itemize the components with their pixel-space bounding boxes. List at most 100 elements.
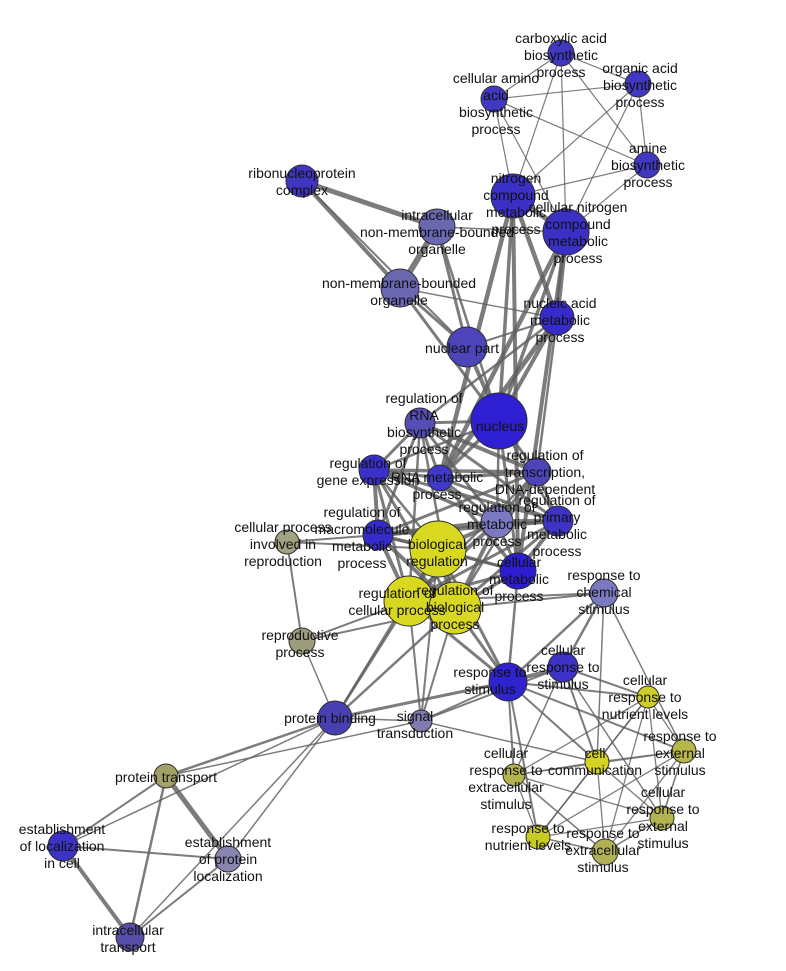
node-camino[interactable]	[480, 85, 508, 113]
node-resp-stim[interactable]	[488, 662, 528, 702]
node-amine[interactable]	[633, 151, 661, 179]
edge-nmb--nucleic	[399, 287, 558, 319]
edge-carb--cellnit	[560, 52, 567, 233]
node-label-cell-resp-external-line1: cellular	[641, 784, 686, 800]
node-cell-proc-repro[interactable]	[274, 529, 300, 555]
node-cell-resp-external[interactable]	[649, 805, 675, 831]
node-nitrogen[interactable]	[490, 173, 536, 219]
node-protein-transport[interactable]	[153, 763, 179, 789]
node-cell-comm[interactable]	[584, 749, 610, 775]
node-label-camino-line4: process	[471, 121, 520, 137]
edge-organic--amine	[637, 83, 648, 166]
node-label-ribo-line1: ribonucleoprotein	[248, 165, 355, 181]
edge-cell-comm--cell-resp-external	[596, 761, 663, 819]
node-label-nucleus-line1: nucleus	[476, 418, 524, 434]
edge-reg-gene-expr--reg-metab	[372, 468, 499, 524]
node-est-prot-loc[interactable]	[214, 845, 242, 873]
node-label-cell-resp-extracell-line1: cellular	[484, 745, 529, 761]
node-resp-external[interactable]	[671, 738, 697, 764]
node-label-amine-line2: biosynthetic	[611, 157, 685, 173]
node-nucleus[interactable]	[470, 392, 528, 450]
node-label-reg-primary-line2: primary	[534, 509, 581, 525]
node-label-organic-line2: biosynthetic	[603, 77, 677, 93]
node-label-resp-chem-line1: response to	[567, 567, 640, 583]
node-label-est-prot-loc-line1: establishment	[185, 834, 271, 850]
node-label-cellnit-line4: process	[553, 250, 602, 266]
node-cell-resp-stim[interactable]	[547, 651, 579, 683]
node-cell-metab[interactable]	[499, 552, 537, 590]
node-label-cell-resp-nutrient-line3: nutrient levels	[602, 706, 688, 722]
node-label-reg-gene-expr-line1: regulation of	[329, 455, 406, 471]
node-label-resp-external-line2: external	[655, 745, 705, 761]
node-label-reg-rna-bio-line2: RNA	[409, 407, 439, 423]
node-label-nucleic-line3: process	[535, 329, 584, 345]
node-reg-gene-expr[interactable]	[358, 454, 390, 486]
node-label-cell-resp-external-line2: response to	[626, 801, 699, 817]
node-label-cell-resp-external-line4: stimulus	[637, 835, 688, 851]
node-cellnit[interactable]	[542, 208, 590, 256]
node-intracell-transport[interactable]	[115, 922, 145, 952]
node-label-repro-proc-line2: process	[275, 644, 324, 660]
node-label-est-loc-cell-line1: establishment	[19, 821, 105, 837]
node-label-resp-chem-line3: stimulus	[578, 601, 629, 617]
edge-cell-proc-repro--repro-proc	[286, 541, 303, 642]
edge-organic--cellnit	[565, 83, 639, 233]
edge-resp-stim--protein-binding	[333, 680, 510, 720]
node-label-cellnit-line1: cellular nitrogen	[529, 199, 628, 215]
node-label-reg-primary-line3: metabolic	[527, 526, 587, 542]
edge-protein-binding--protein-transport	[164, 716, 337, 778]
edge-carb--camino	[493, 52, 562, 100]
node-repro-proc[interactable]	[288, 627, 316, 655]
node-reg-primary[interactable]	[542, 505, 574, 537]
edge-organic--nitrogen	[512, 83, 639, 197]
edge-carb--organic	[560, 52, 639, 85]
edge-camino--cellnit	[493, 98, 567, 233]
node-reg-rna-bio[interactable]	[404, 407, 436, 439]
node-label-reg-transcr-line2: transcription,	[505, 464, 585, 480]
node-label-est-loc-cell-line3: in cell	[44, 855, 80, 871]
node-biol-reg[interactable]	[409, 520, 467, 578]
edge-intracell-transport--protein-binding	[129, 717, 336, 938]
node-label-reg-rna-bio-line1: regulation of	[385, 390, 462, 406]
node-label-reg-macromol-line3: metabolic	[332, 538, 392, 554]
node-label-carb-line2: biosynthetic	[524, 47, 598, 63]
edge-cell-resp-nutrient--cell-resp-external	[647, 696, 663, 819]
node-label-intracell-transport-line1: intracellular	[92, 922, 164, 938]
node-label-est-prot-loc-line2: of protein	[199, 851, 257, 867]
node-reg-metab[interactable]	[480, 505, 514, 539]
node-carb[interactable]	[547, 39, 575, 67]
node-label-camino-line1: cellular amino	[453, 70, 540, 86]
node-label-reg-metab-line3: process	[472, 533, 521, 549]
node-label-intra-nmb-line3: organelle	[408, 241, 466, 257]
node-rna-metab[interactable]	[426, 464, 454, 492]
node-label-intra-nmb-line1: intracellular	[401, 207, 473, 223]
node-intra-nmb[interactable]	[418, 208, 456, 246]
node-nmb[interactable]	[380, 268, 420, 308]
node-nucleic[interactable]	[539, 300, 575, 336]
node-est-loc-cell[interactable]	[47, 830, 79, 862]
node-reg-biol-proc[interactable]	[428, 581, 482, 635]
node-label-resp-external-line3: stimulus	[654, 762, 705, 778]
node-resp-chem[interactable]	[589, 578, 619, 608]
node-nuclear-part[interactable]	[446, 326, 488, 368]
node-label-carb-line1: carboxylic acid	[515, 30, 607, 46]
node-resp-nutrient[interactable]	[525, 824, 551, 850]
node-resp-extracell[interactable]	[591, 838, 619, 866]
node-reg-macromol[interactable]	[362, 519, 394, 551]
node-ribo[interactable]	[285, 164, 319, 198]
node-reg-transcr[interactable]	[522, 457, 552, 487]
edge-protein-transport--est-prot-loc	[163, 773, 231, 862]
node-signal-transd[interactable]	[409, 709, 433, 733]
edge-cell-resp-extracell--resp-extracell	[513, 774, 606, 853]
node-label-nitrogen-line4: process	[491, 221, 540, 237]
node-organic[interactable]	[624, 70, 652, 98]
edge-intra-nmb--nucleus	[435, 225, 501, 423]
node-label-cell-comm-line1: cell	[584, 745, 605, 761]
node-cell-resp-extracell[interactable]	[502, 763, 526, 787]
node-label-reg-primary-line1: regulation of	[518, 492, 595, 508]
node-label-biol-reg-line1: biological	[408, 536, 466, 552]
edge-resp-external--resp-nutrient	[537, 750, 685, 838]
node-protein-binding[interactable]	[317, 700, 353, 736]
node-cell-resp-nutrient[interactable]	[636, 685, 660, 709]
